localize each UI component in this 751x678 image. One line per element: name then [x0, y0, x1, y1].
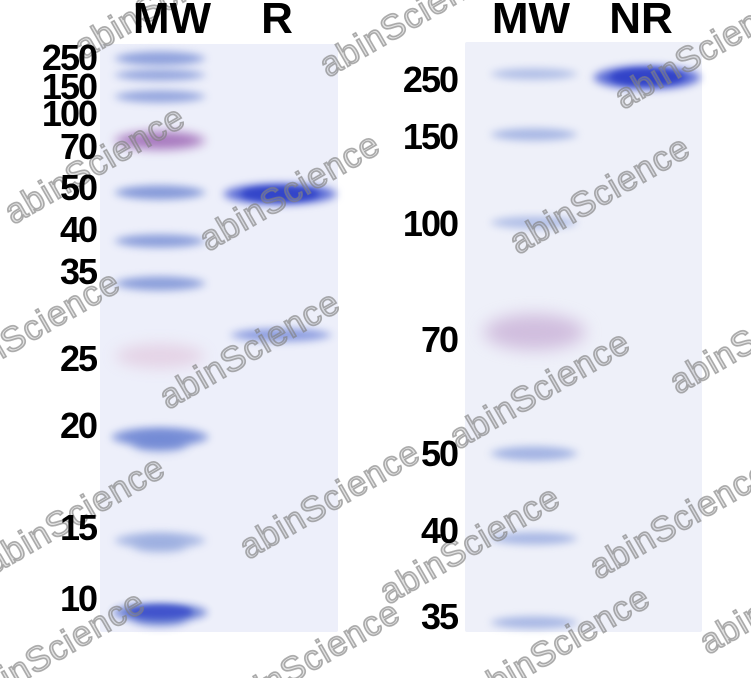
marker-label-70-non-reduced: 70: [420, 319, 459, 360]
marker-label-40-reduced: 40: [59, 209, 98, 250]
lane-header-mw-reduced: MW: [132, 0, 212, 43]
lane-header-r: R: [261, 0, 293, 43]
marker-label-15-reduced: 15: [59, 507, 98, 548]
marker-label-50-non-reduced: 50: [420, 433, 459, 474]
sample-band-50kda-reduced-core: [242, 186, 318, 202]
marker-label-250-non-reduced: 250: [402, 59, 459, 100]
mw-band-100-reduced: [114, 89, 206, 103]
marker-label-100-reduced: 100: [41, 93, 98, 134]
lane-header-mw-nonreduced: MW: [491, 0, 571, 43]
mw-band-100-non-reduced: [490, 215, 578, 229]
mw-band-10-reduced-core: [128, 605, 192, 619]
mw-band-70-reduced: [114, 130, 206, 150]
mw-band-20-reduced-curve: [132, 435, 188, 451]
sample-band-250kda-non-reduced-core: [611, 68, 683, 86]
marker-label-150-non-reduced: 150: [402, 116, 459, 157]
mw-band-15-reduced-curve: [134, 538, 186, 552]
marker-label-20-reduced: 20: [59, 405, 98, 446]
sample-band-27kda-reduced: [230, 328, 332, 342]
marker-label-35-reduced: 35: [59, 251, 98, 292]
marker-label-25-reduced: 25: [59, 338, 98, 379]
mw-band-40-reduced: [114, 234, 206, 248]
mw-band-250-non-reduced: [490, 68, 578, 80]
mw-band-50-reduced: [114, 184, 206, 200]
marker-label-10-reduced: 10: [59, 578, 98, 619]
marker-label-150-reduced: 150: [41, 66, 98, 107]
marker-label-40-non-reduced: 40: [420, 510, 459, 551]
mw-band-70-non-reduced: [481, 313, 587, 351]
marker-label-35-non-reduced: 35: [420, 596, 459, 637]
marker-label-100-non-reduced: 100: [402, 203, 459, 244]
mw-band-35-non-reduced: [490, 615, 578, 629]
mw-band-150-reduced: [114, 69, 206, 81]
marker-label-70-reduced: 70: [59, 126, 98, 167]
lane-header-nr: NR: [609, 0, 673, 43]
mw-band-250-reduced: [114, 50, 206, 66]
mw-band-25-reduced: [114, 343, 206, 369]
mw-band-50-non-reduced: [490, 445, 578, 461]
mw-band-150-non-reduced: [490, 127, 578, 141]
marker-label-250-reduced: 250: [41, 37, 98, 78]
mw-band-35-reduced: [114, 275, 206, 291]
marker-label-50-reduced: 50: [59, 167, 98, 208]
mw-band-40-non-reduced: [490, 531, 578, 545]
